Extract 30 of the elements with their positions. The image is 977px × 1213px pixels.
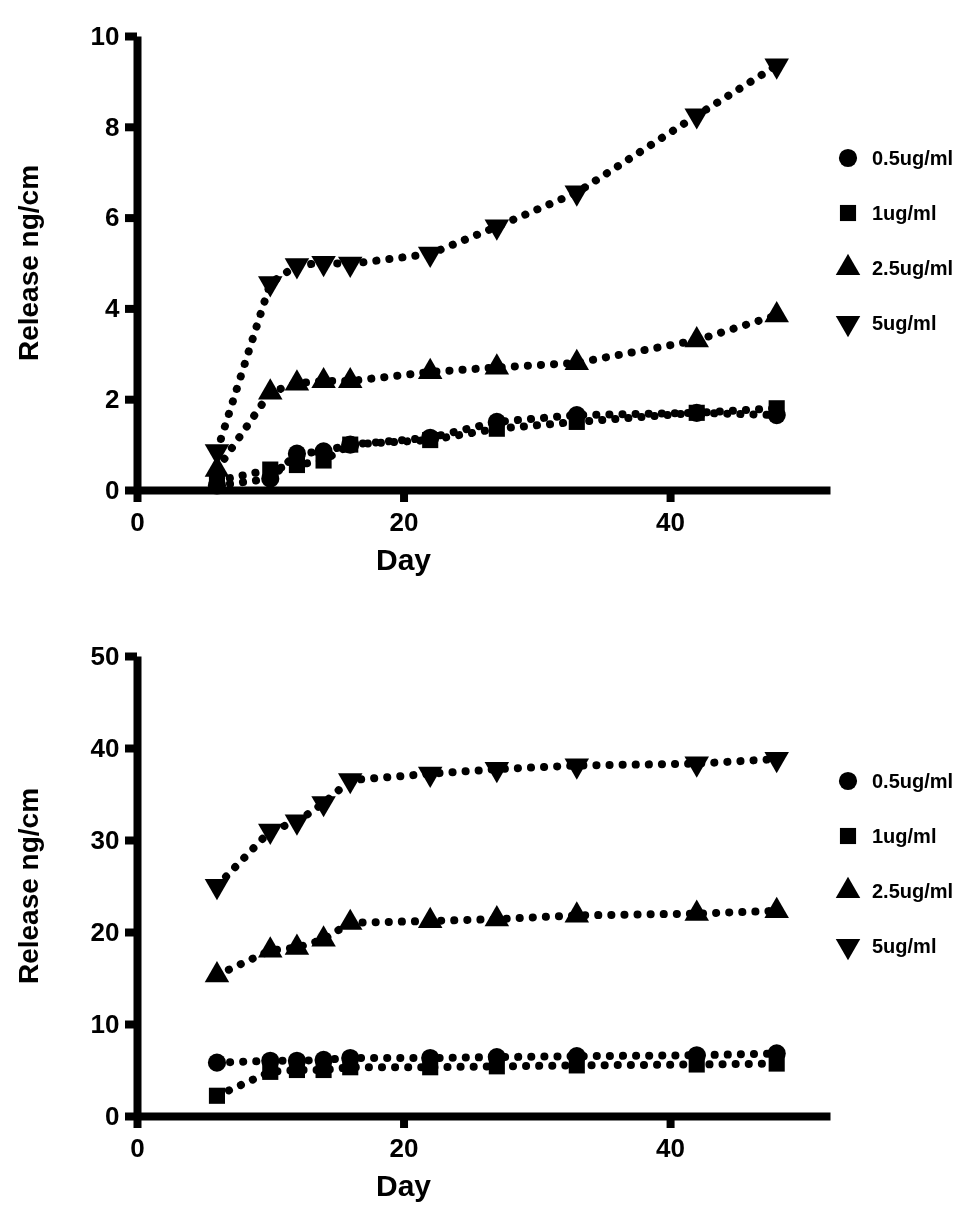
y-axis-title: Release ng/cm: [13, 164, 44, 362]
y-tick-label: 10: [90, 20, 120, 51]
y-tick-label: 20: [90, 916, 120, 947]
y-tick-label: 4: [104, 293, 120, 324]
legend-label: 1ug/ml: [872, 825, 937, 847]
legend-label: 2.5ug/ml: [872, 880, 954, 902]
legend-label: 5ug/ml: [872, 935, 937, 957]
x-tick-label: 20: [389, 507, 419, 537]
y-tick-label: 40: [90, 732, 120, 763]
x-axis-title: Day: [375, 1169, 432, 1202]
legend-label: 2.5ug/ml: [872, 257, 954, 279]
x-axis-title: Day: [375, 543, 432, 576]
y-tick-label: 6: [104, 202, 120, 233]
y-axis-title: Release ng/cm: [13, 787, 44, 985]
y-tick-label: 0: [104, 1100, 120, 1131]
legend-label: 0.5ug/ml: [872, 147, 954, 169]
legend-label: 5ug/ml: [872, 312, 937, 334]
x-tick-label: 40: [656, 507, 686, 537]
y-tick-label: 10: [90, 1008, 120, 1039]
x-tick-label: 40: [656, 1133, 686, 1163]
y-tick-label: 50: [90, 640, 120, 671]
x-tick-label: 0: [130, 1133, 145, 1163]
y-tick-label: 30: [90, 824, 120, 855]
x-tick-label: 0: [130, 507, 145, 537]
y-tick-label: 2: [104, 384, 120, 415]
y-tick-label: 0: [104, 474, 120, 505]
legend-label: 1ug/ml: [872, 202, 937, 224]
legend-label: 0.5ug/ml: [872, 770, 954, 792]
y-tick-label: 8: [104, 111, 120, 142]
x-tick-label: 20: [389, 1133, 419, 1163]
